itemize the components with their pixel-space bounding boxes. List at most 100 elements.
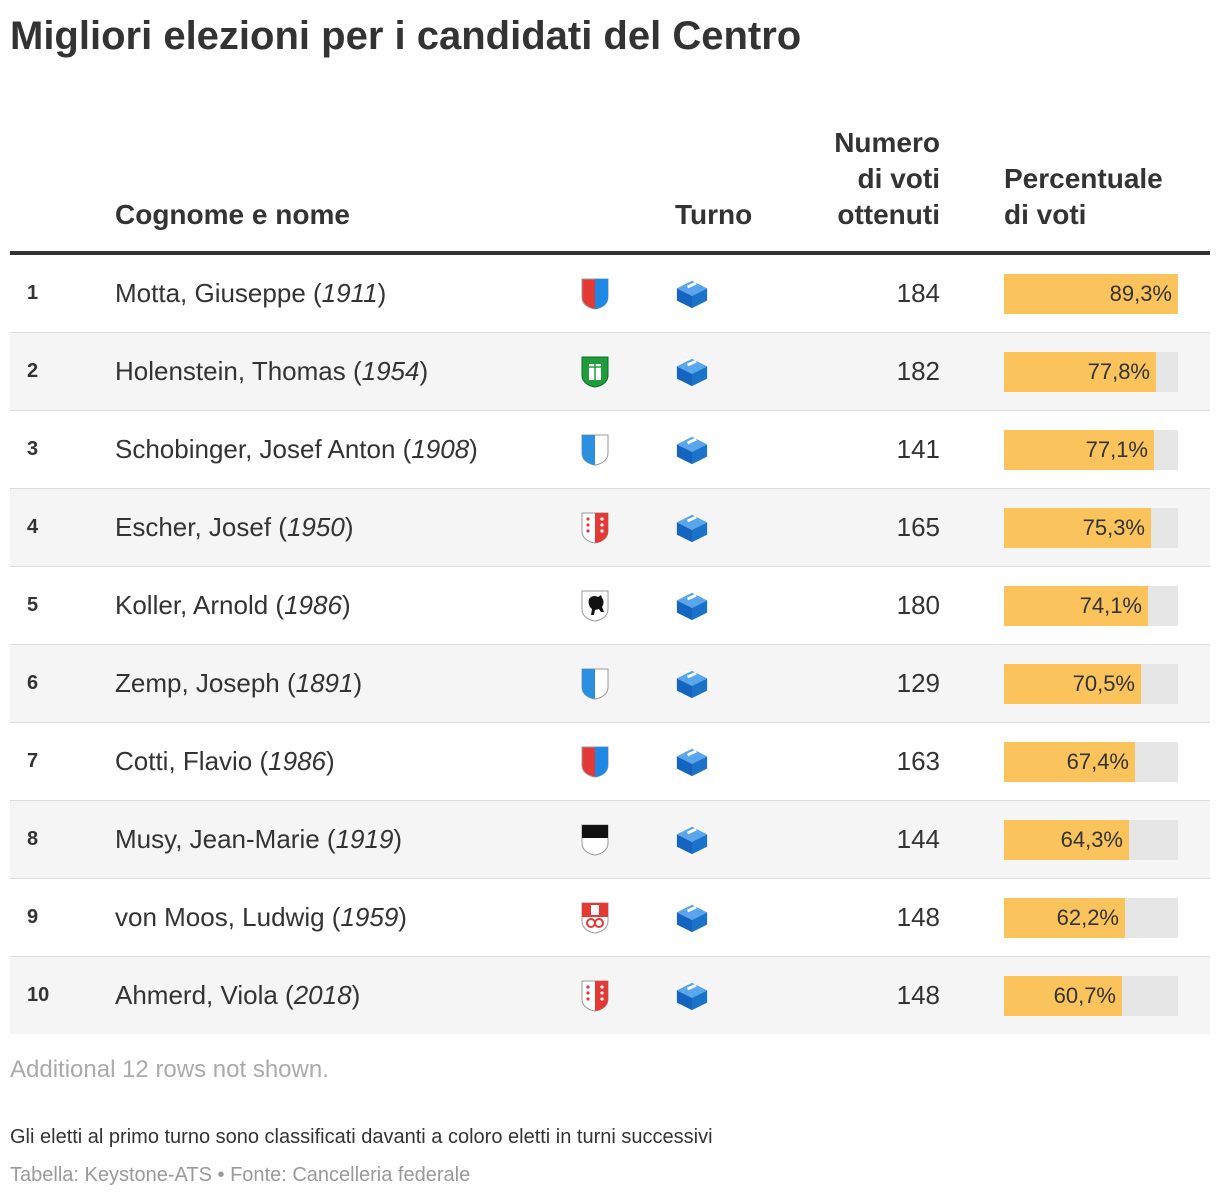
percent-bar bbox=[1004, 898, 1125, 938]
percent-label: 74,1% bbox=[1079, 593, 1142, 618]
candidate-name: Koller, Arnold (1986) bbox=[115, 567, 351, 644]
votes-cell: 141 bbox=[896, 434, 940, 464]
election-year: 1986 bbox=[268, 746, 326, 776]
table-header: Cognome e nome Turno Numero di voti otte… bbox=[10, 120, 1210, 255]
percent-bar-track: 77,1% bbox=[1004, 430, 1178, 470]
candidate-name: Zemp, Joseph (1891) bbox=[115, 645, 362, 722]
percent-bar-track: 77,8% bbox=[1004, 352, 1178, 392]
percent-bar bbox=[1004, 586, 1148, 626]
percent-label: 60,7% bbox=[1053, 983, 1116, 1008]
header-pct-line2: di voti bbox=[1004, 199, 1087, 230]
rank-cell: 1 bbox=[27, 282, 39, 304]
votes-cell: 163 bbox=[896, 746, 940, 776]
percent-bar-track: 60,7% bbox=[1004, 976, 1178, 1016]
canton-crest-icon bbox=[581, 668, 609, 700]
percent-bar bbox=[1004, 274, 1178, 314]
table-row: 5 Koller, Arnold (1986) 180 74,1% bbox=[10, 567, 1210, 645]
header-pct-line1: Percentuale bbox=[1004, 163, 1163, 194]
header-votes-line3: ottenuti bbox=[837, 199, 940, 230]
table-body: 1 Motta, Giuseppe (1911) 184 89,3% 2 Holenste… bbox=[10, 255, 1210, 1034]
ballot-box-icon bbox=[676, 669, 708, 699]
percent-bar-track: 67,4% bbox=[1004, 742, 1178, 782]
percent-bar-track: 75,3% bbox=[1004, 508, 1178, 548]
election-year: 1919 bbox=[335, 824, 394, 854]
paren-close: ) bbox=[341, 590, 351, 620]
candidate-name: Holenstein, Thomas (1954) bbox=[115, 333, 428, 410]
table-row: 3 Schobinger, Josef Anton (1908) 141 77,1% bbox=[10, 411, 1210, 489]
ballot-box-icon bbox=[676, 903, 708, 933]
candidate-name-text: Schobinger, Josef Anton ( bbox=[115, 434, 412, 464]
rank-cell: 8 bbox=[27, 828, 39, 850]
table-row: 6 Zemp, Joseph (1891) 129 70,5% bbox=[10, 645, 1210, 723]
candidate-name-text: Holenstein, Thomas ( bbox=[115, 356, 362, 386]
candidate-name-text: Motta, Giuseppe ( bbox=[115, 278, 322, 308]
canton-crest-icon bbox=[581, 980, 609, 1012]
percent-bar-track: 62,2% bbox=[1004, 898, 1178, 938]
percent-bar bbox=[1004, 664, 1141, 704]
election-year: 1908 bbox=[411, 434, 470, 464]
votes-cell: 180 bbox=[896, 590, 940, 620]
percent-label: 89,3% bbox=[1109, 281, 1172, 306]
header-round: Turno bbox=[675, 199, 753, 230]
rank-cell: 5 bbox=[27, 594, 39, 616]
header-votes-line1: Numero bbox=[834, 127, 940, 158]
votes-cell: 148 bbox=[896, 902, 940, 932]
percent-label: 77,1% bbox=[1085, 437, 1148, 462]
ballot-box-icon bbox=[676, 747, 708, 777]
canton-crest-icon bbox=[581, 512, 609, 544]
candidate-name-text: von Moos, Ludwig ( bbox=[115, 902, 341, 932]
candidate-name: Motta, Giuseppe (1911) bbox=[115, 255, 386, 332]
header-percent: Percentuale di voti bbox=[1004, 161, 1204, 233]
candidate-name-text: Musy, Jean-Marie ( bbox=[115, 824, 336, 854]
candidate-name: Cotti, Flavio (1986) bbox=[115, 723, 335, 800]
table-row: 1 Motta, Giuseppe (1911) 184 89,3% bbox=[10, 255, 1210, 333]
percent-bar bbox=[1004, 352, 1156, 392]
header-votes-line2: di voti bbox=[857, 163, 940, 194]
election-year: 2018 bbox=[293, 980, 352, 1010]
more-rows-note: Additional 12 rows not shown. bbox=[10, 1056, 329, 1083]
ballot-box-icon bbox=[676, 825, 708, 855]
votes-cell: 148 bbox=[896, 980, 940, 1010]
canton-crest-icon bbox=[581, 746, 609, 778]
rank-cell: 3 bbox=[27, 438, 39, 460]
paren-close: ) bbox=[344, 512, 354, 542]
ballot-box-icon bbox=[676, 279, 708, 309]
rank-cell: 10 bbox=[27, 984, 50, 1006]
rank-cell: 4 bbox=[27, 516, 39, 538]
canton-crest-icon bbox=[581, 356, 609, 388]
rank-cell: 2 bbox=[27, 360, 39, 382]
table-row: 2 Holenstein, Thomas (1954) 182 77,8% bbox=[10, 333, 1210, 411]
percent-bar-track: 64,3% bbox=[1004, 820, 1178, 860]
canton-crest-icon bbox=[581, 278, 609, 310]
canton-crest-icon bbox=[581, 824, 609, 856]
page-title: Migliori elezioni per i candidati del Ce… bbox=[10, 14, 802, 58]
canton-crest-icon bbox=[581, 590, 609, 622]
rank-cell: 9 bbox=[27, 906, 39, 928]
percent-label: 67,4% bbox=[1066, 749, 1129, 774]
percent-bar bbox=[1004, 430, 1154, 470]
percent-bar-track: 74,1% bbox=[1004, 586, 1178, 626]
votes-cell: 184 bbox=[896, 278, 940, 308]
percent-label: 62,2% bbox=[1056, 905, 1119, 930]
percent-label: 75,3% bbox=[1082, 515, 1145, 540]
paren-close: ) bbox=[469, 434, 478, 464]
table-row: 9 von Moos, Ludwig (1959) 148 62,2% bbox=[10, 879, 1210, 957]
percent-bar bbox=[1004, 820, 1129, 860]
candidate-name: Musy, Jean-Marie (1919) bbox=[115, 801, 402, 878]
candidate-name: Ahmerd, Viola (2018) bbox=[115, 957, 360, 1034]
percent-bar bbox=[1004, 976, 1122, 1016]
candidate-name-text: Zemp, Joseph ( bbox=[115, 668, 296, 698]
votes-cell: 165 bbox=[896, 512, 940, 542]
votes-cell: 182 bbox=[896, 356, 940, 386]
election-year: 1954 bbox=[361, 356, 420, 386]
paren-close: ) bbox=[351, 980, 361, 1010]
votes-cell: 144 bbox=[896, 824, 940, 854]
ballot-box-icon bbox=[676, 513, 708, 543]
rank-cell: 6 bbox=[27, 672, 39, 694]
paren-close: ) bbox=[377, 278, 387, 308]
footnote: Gli eletti al primo turno sono classific… bbox=[10, 1126, 713, 1148]
results-table: Cognome e nome Turno Numero di voti otte… bbox=[10, 120, 1210, 1034]
table-row: 10 Ahmerd, Viola (2018) 148 60,7% bbox=[10, 957, 1210, 1034]
votes-cell: 129 bbox=[896, 668, 940, 698]
table-row: 7 Cotti, Flavio (1986) 163 67,4% bbox=[10, 723, 1210, 801]
